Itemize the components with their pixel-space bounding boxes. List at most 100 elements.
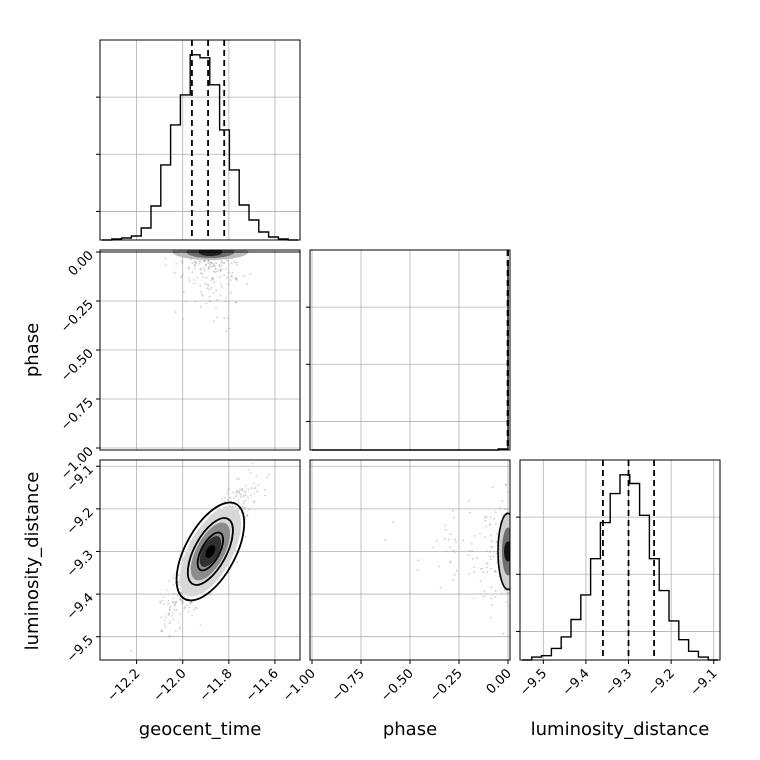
sample-point bbox=[468, 572, 471, 575]
pair-geocent-time-luminosity-distance bbox=[130, 462, 271, 659]
sample-point bbox=[224, 296, 227, 299]
ylabel-phase: phase bbox=[22, 323, 43, 377]
sample-point bbox=[234, 277, 236, 280]
sample-point bbox=[482, 595, 485, 598]
data-layer bbox=[100, 40, 718, 661]
sample-point bbox=[174, 603, 177, 605]
sample-point bbox=[226, 276, 229, 279]
sample-point bbox=[189, 601, 192, 604]
sample-point bbox=[485, 566, 488, 569]
sample-point bbox=[208, 288, 211, 291]
sample-point bbox=[249, 272, 252, 275]
sample-point bbox=[215, 306, 218, 309]
pair-geocent-time-phase bbox=[100, 250, 300, 333]
sample-point bbox=[486, 562, 489, 565]
sample-point bbox=[250, 487, 253, 489]
sample-point bbox=[473, 535, 476, 537]
sample-point bbox=[451, 510, 454, 512]
tick-label-x-phase: −1.00 bbox=[280, 666, 319, 705]
sample-point bbox=[238, 492, 241, 495]
sample-point bbox=[417, 559, 420, 562]
sample-point bbox=[454, 573, 456, 576]
sample-point bbox=[207, 262, 210, 265]
sample-point bbox=[164, 625, 167, 628]
sample-point bbox=[212, 263, 215, 265]
sample-point bbox=[193, 260, 196, 263]
sample-point bbox=[178, 626, 181, 629]
sample-point bbox=[175, 608, 178, 611]
sample-point bbox=[185, 604, 188, 606]
sample-point bbox=[159, 602, 162, 605]
sample-point bbox=[268, 473, 271, 476]
sample-point bbox=[178, 580, 180, 583]
tick-label-y-luminosity-distance: −9.5 bbox=[64, 633, 97, 666]
sample-point bbox=[168, 635, 171, 638]
sample-point bbox=[163, 603, 165, 606]
sample-point bbox=[204, 264, 207, 267]
sample-point bbox=[235, 495, 238, 498]
sample-point bbox=[195, 607, 198, 610]
contour-line bbox=[186, 517, 234, 586]
tick-label-y-phase: −0.25 bbox=[58, 297, 97, 336]
sample-point bbox=[179, 598, 181, 601]
sample-point bbox=[239, 488, 241, 491]
sample-point bbox=[485, 550, 488, 553]
sample-point bbox=[227, 271, 230, 274]
sample-point bbox=[180, 276, 183, 279]
sample-point bbox=[453, 551, 456, 554]
grid-layer bbox=[100, 40, 720, 660]
sample-point bbox=[227, 489, 229, 491]
sample-point bbox=[202, 267, 205, 270]
sample-point bbox=[250, 494, 253, 497]
sample-point bbox=[196, 276, 199, 279]
sample-point bbox=[507, 491, 509, 493]
sample-point bbox=[471, 550, 474, 552]
sample-point bbox=[183, 607, 186, 610]
sample-point bbox=[499, 507, 501, 510]
sample-point bbox=[490, 558, 492, 561]
sample-point bbox=[226, 259, 229, 262]
sample-point bbox=[207, 265, 210, 268]
sample-point bbox=[168, 613, 171, 616]
sample-point bbox=[182, 291, 185, 294]
sample-point bbox=[216, 270, 219, 273]
tick-label-y-luminosity-distance: −9.2 bbox=[64, 505, 97, 538]
sample-point bbox=[166, 589, 169, 592]
sample-point bbox=[174, 601, 177, 604]
sample-point bbox=[231, 271, 234, 274]
sample-point bbox=[489, 550, 492, 553]
sample-point bbox=[444, 529, 447, 531]
sample-point bbox=[193, 282, 196, 285]
sample-point bbox=[198, 260, 201, 263]
sample-point bbox=[245, 491, 247, 494]
sample-point bbox=[473, 571, 476, 574]
sample-point bbox=[182, 318, 184, 320]
sample-point bbox=[244, 507, 246, 510]
sample-point bbox=[219, 294, 222, 297]
sample-point bbox=[172, 583, 175, 586]
sample-point bbox=[247, 508, 250, 511]
sample-point bbox=[225, 267, 228, 270]
sample-point bbox=[449, 533, 452, 535]
xlabel-phase: phase bbox=[383, 719, 437, 740]
sample-point bbox=[213, 281, 216, 284]
sample-point bbox=[257, 484, 260, 487]
sample-point bbox=[180, 260, 183, 262]
sample-point bbox=[266, 476, 269, 479]
sample-point bbox=[187, 266, 190, 269]
sample-point bbox=[491, 603, 493, 606]
sample-point bbox=[184, 606, 187, 609]
sample-point bbox=[237, 499, 240, 502]
sample-point bbox=[186, 597, 189, 599]
sample-point bbox=[193, 608, 196, 611]
sample-point bbox=[172, 618, 175, 621]
sample-point bbox=[432, 546, 434, 549]
sample-point bbox=[235, 277, 238, 279]
sample-point bbox=[181, 274, 184, 277]
sample-point bbox=[215, 289, 218, 292]
sample-point bbox=[220, 268, 223, 271]
sample-point bbox=[476, 557, 479, 559]
sample-point bbox=[175, 601, 178, 603]
sample-point bbox=[247, 488, 250, 491]
